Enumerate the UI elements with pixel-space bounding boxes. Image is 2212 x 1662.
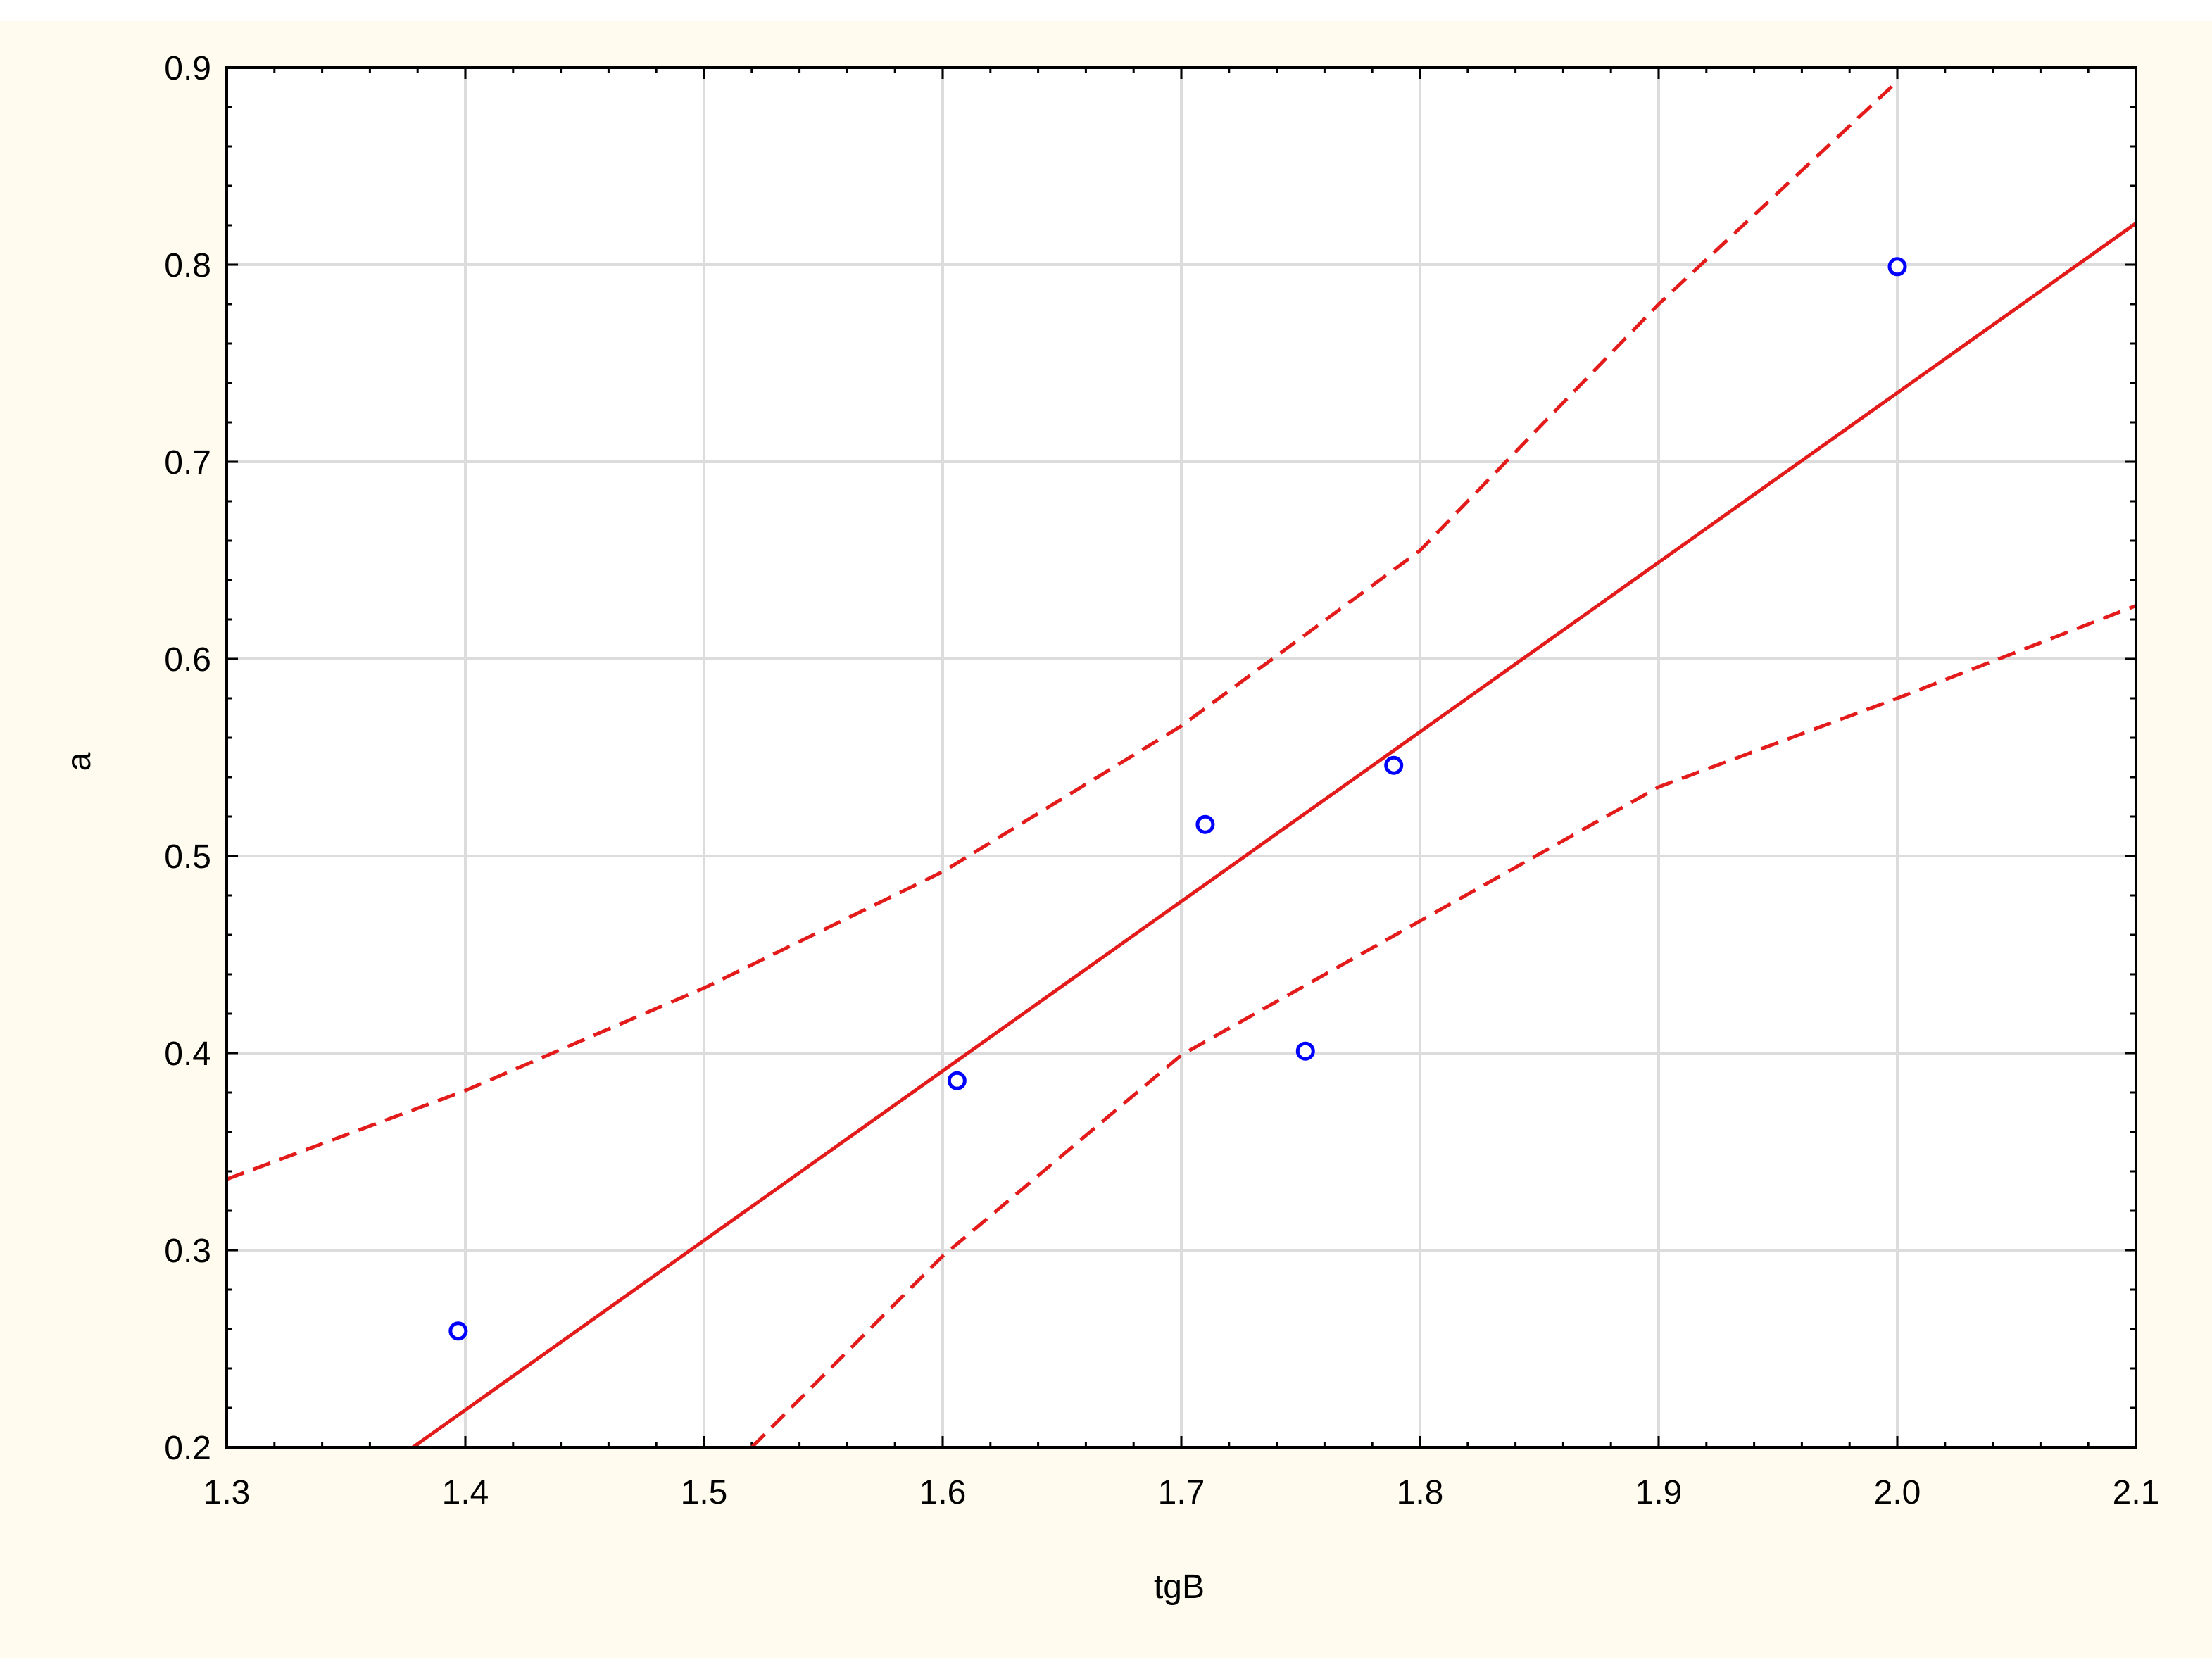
y-tick-label: 0.6 bbox=[164, 641, 211, 679]
figure-outer-margin bbox=[0, 0, 2212, 21]
x-axis-label: tgB bbox=[1154, 1568, 1205, 1606]
x-tick-label: 1.8 bbox=[1397, 1474, 1444, 1511]
y-axis-label: a bbox=[61, 752, 98, 771]
plot-frame bbox=[225, 66, 2137, 1449]
x-tick-label: 1.4 bbox=[442, 1474, 489, 1511]
y-tick-label: 0.4 bbox=[164, 1035, 211, 1073]
x-tick-label: 1.7 bbox=[1158, 1474, 1205, 1511]
confidence-band-lower bbox=[750, 604, 2136, 1447]
x-tick-label: 2.0 bbox=[1874, 1474, 1921, 1511]
confidence-band-upper bbox=[227, 80, 1899, 1181]
x-tick-label: 1.9 bbox=[1635, 1474, 1683, 1511]
y-tick-label: 0.8 bbox=[164, 247, 211, 284]
x-tick-label: 1.5 bbox=[681, 1474, 728, 1511]
y-tick-label: 0.5 bbox=[164, 838, 211, 876]
regression-fit-line bbox=[411, 222, 2136, 1447]
gridlines bbox=[227, 68, 2136, 1447]
data-point bbox=[1195, 814, 1215, 834]
y-tick-label: 0.3 bbox=[164, 1233, 211, 1270]
data-point bbox=[947, 1071, 967, 1090]
plot-area bbox=[225, 66, 2137, 1449]
data-point bbox=[448, 1321, 468, 1341]
y-tick-label: 0.7 bbox=[164, 444, 211, 481]
y-tick-label: 0.2 bbox=[164, 1430, 211, 1467]
x-tick-label: 1.6 bbox=[919, 1474, 967, 1511]
x-tick-label: 2.1 bbox=[2113, 1474, 2160, 1511]
x-tick-label: 1.3 bbox=[203, 1474, 251, 1511]
y-tick-label: 0.9 bbox=[164, 50, 211, 87]
series-group bbox=[227, 80, 2136, 1447]
data-point bbox=[1295, 1041, 1315, 1061]
data-point bbox=[1384, 755, 1404, 775]
data-point bbox=[1887, 257, 1907, 277]
